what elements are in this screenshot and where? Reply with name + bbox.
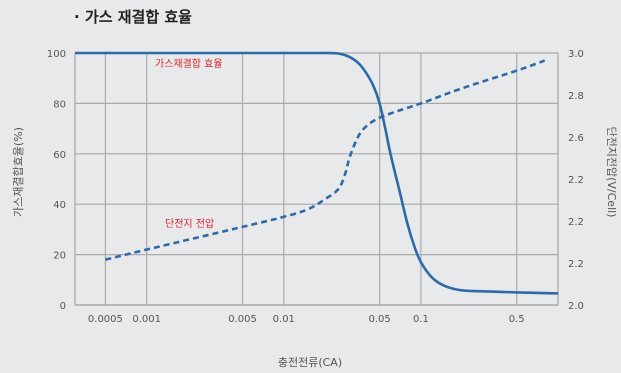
series (75, 51, 559, 295)
y-right-axis-title: 단전지전압(V/Cell) (605, 127, 618, 218)
x-tick-label: 0.001 (132, 314, 161, 325)
grid (75, 52, 558, 306)
axes: 0.0005 0.001 0.005 0.01 0.05 0.1 0.5 0 20 40 60 80 1… (12, 49, 618, 369)
efficiency-line (75, 51, 559, 295)
series-label-voltage: 단전지 전압 (165, 217, 214, 230)
x-tick-label: 0.0005 (88, 314, 123, 325)
y-left-tick-label: 20 (53, 251, 66, 262)
y-left-axis-title: 가스재결합효율(%) (12, 127, 25, 217)
x-tick-label: 0.5 (509, 314, 525, 325)
y-left-tick-label: 60 (53, 150, 66, 161)
page-title: · 가스 재결합 효율 (74, 8, 192, 26)
y-right-tick-label: 2.2 (568, 175, 584, 186)
y-right-tick-label: 2.8 (568, 91, 584, 102)
y-left-tick-label: 100 (47, 49, 66, 60)
y-right-tick-label: 2.2 (568, 217, 584, 228)
x-tick-label: 0.005 (228, 314, 257, 325)
y-left-tick-label: 0 (60, 301, 66, 312)
voltage-line (105, 59, 546, 261)
y-left-tick-label: 80 (53, 99, 66, 110)
y-right-tick-label: 2.2 (568, 259, 584, 270)
y-right-tick-label: 2.6 (568, 133, 584, 144)
y-right-tick-label: 2.0 (568, 301, 584, 312)
x-tick-label: 0.01 (273, 314, 295, 325)
x-tick-label: 0.05 (368, 314, 390, 325)
x-tick-label: 0.1 (413, 314, 429, 325)
y-right-tick-label: 3.0 (568, 49, 584, 60)
x-axis-title: 충전전류(CA) (278, 356, 342, 369)
y-left-tick-label: 40 (53, 200, 66, 211)
series-label-efficiency: 가스재결합 효율 (155, 58, 223, 70)
